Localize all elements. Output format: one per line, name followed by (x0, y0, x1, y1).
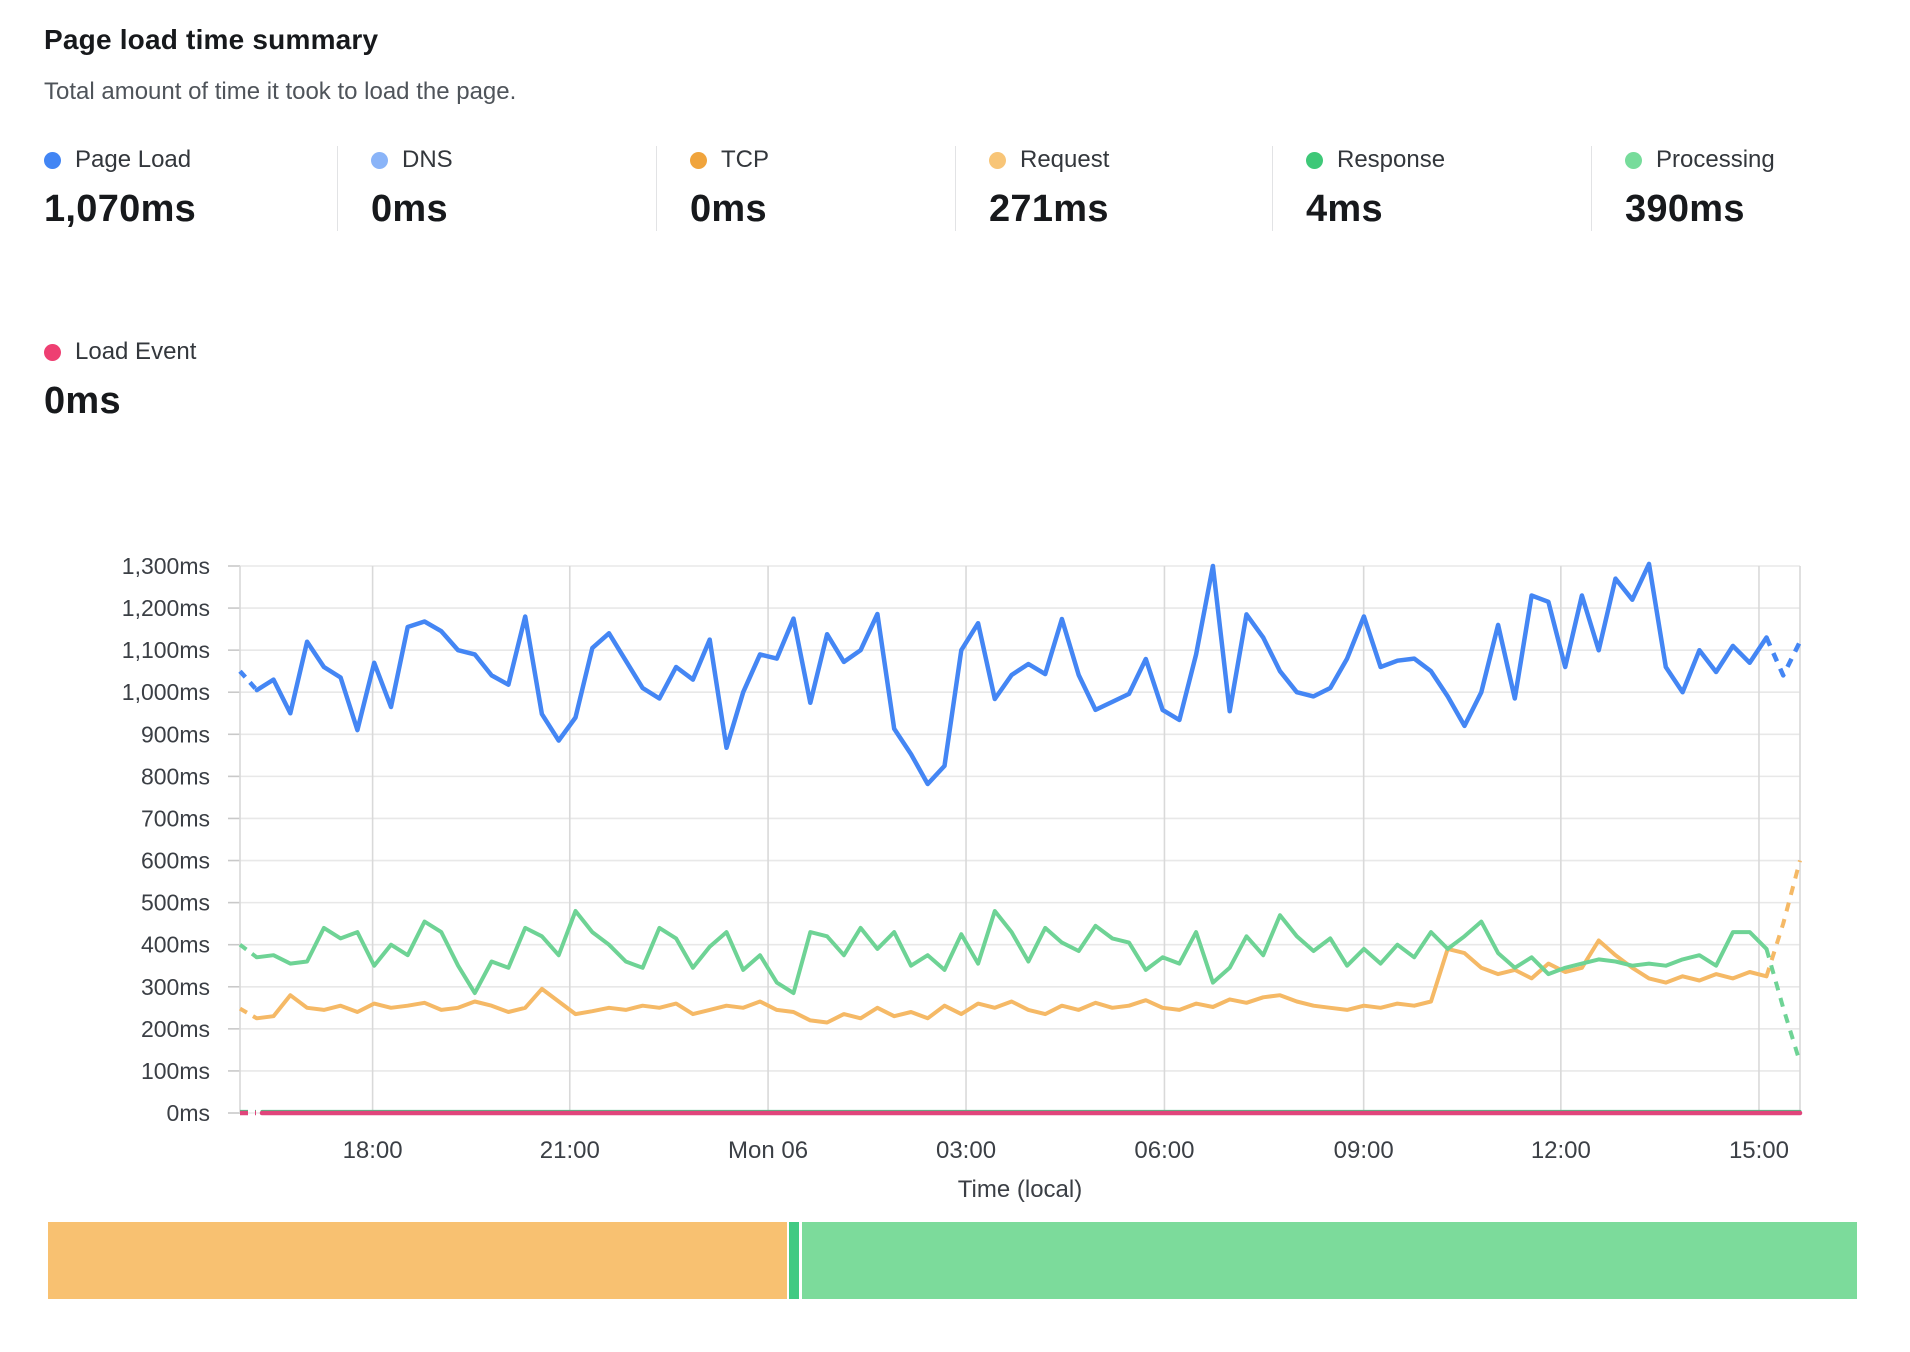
metric-value: 0ms (690, 188, 767, 230)
svg-text:03:00: 03:00 (936, 1137, 996, 1164)
svg-text:12:00: 12:00 (1531, 1137, 1591, 1164)
svg-text:18:00: 18:00 (343, 1137, 403, 1164)
metric-response[interactable]: Response 4ms (1272, 146, 1591, 231)
svg-text:09:00: 09:00 (1334, 1137, 1394, 1164)
metric-tcp[interactable]: TCP 0ms (656, 146, 955, 231)
divider-span[interactable] (789, 1222, 799, 1299)
svg-text:21:00: 21:00 (540, 1137, 600, 1164)
svg-text:200ms: 200ms (141, 1016, 210, 1042)
legend-dot-icon (44, 151, 61, 169)
legend-dot-icon (690, 151, 707, 169)
panel-header: Page load time summary Total amount of t… (44, 24, 516, 106)
metric-label: Load Event (75, 338, 197, 365)
metric-label: Processing (1656, 146, 1775, 173)
svg-text:06:00: 06:00 (1134, 1137, 1194, 1164)
metric-value: 1,070ms (44, 188, 197, 230)
metric-value: 271ms (989, 188, 1109, 230)
metric-value: 0ms (44, 380, 121, 422)
svg-text:1,200ms: 1,200ms (122, 595, 210, 621)
metric-value: 390ms (1625, 188, 1745, 230)
legend-dot-icon (1306, 151, 1323, 169)
metric-label: TCP (721, 146, 769, 173)
svg-text:600ms: 600ms (141, 848, 210, 874)
load-event-dot-icon (44, 343, 61, 361)
svg-text:400ms: 400ms (141, 932, 210, 958)
svg-text:Mon 06: Mon 06 (728, 1137, 808, 1164)
gap (799, 1222, 802, 1299)
line-chart-svg[interactable]: 0ms 100ms 200ms 300ms 400ms 500ms 600ms 700ms 80… (0, 440, 1910, 1220)
svg-text:800ms: 800ms (141, 763, 210, 789)
metric-label: Page Load (75, 146, 192, 173)
legend-dot-icon (371, 151, 388, 169)
metric-processing[interactable]: Processing 390ms (1591, 146, 1876, 231)
legend-dot-icon (1625, 151, 1642, 169)
page-title: Page load time summary (44, 24, 379, 55)
svg-text:500ms: 500ms (141, 890, 210, 916)
svg-text:15:00: 15:00 (1729, 1137, 1789, 1164)
svg-text:700ms: 700ms (141, 805, 210, 831)
metric-value: 0ms (371, 188, 448, 230)
metric-label: DNS (402, 146, 453, 173)
metric-label: Request (1020, 146, 1110, 173)
metric-label: Response (1337, 146, 1446, 173)
svg-text:Time (local): Time (local) (958, 1176, 1082, 1203)
svg-text:0ms: 0ms (167, 1100, 210, 1126)
svg-text:300ms: 300ms (141, 974, 210, 1000)
svg-text:900ms: 900ms (141, 721, 210, 747)
request-span[interactable] (48, 1222, 787, 1299)
metrics-row: Page Load 1,070ms DNS 0ms TCP 0ms Request 271ms… (44, 146, 1876, 231)
metric-dns[interactable]: DNS 0ms (337, 146, 656, 231)
waterfall-bar[interactable] (48, 1222, 1857, 1299)
page-load-time-chart[interactable]: 0ms 100ms 200ms 300ms 400ms 500ms 600ms 700ms 80… (0, 440, 1910, 1220)
legend-dot-icon (989, 151, 1006, 169)
metric-load-event[interactable]: Load Event 0ms (44, 338, 196, 423)
metric-request[interactable]: Request 271ms (955, 146, 1272, 231)
svg-text:1,100ms: 1,100ms (122, 637, 210, 663)
response-span[interactable] (802, 1222, 1857, 1299)
gap (787, 1222, 789, 1299)
page-subtitle: Total amount of time it took to load the… (44, 78, 517, 105)
svg-text:1,000ms: 1,000ms (122, 679, 210, 705)
svg-text:1,300ms: 1,300ms (122, 553, 210, 579)
metric-value: 4ms (1306, 188, 1383, 230)
svg-text:100ms: 100ms (141, 1058, 210, 1084)
metric-page-load[interactable]: Page Load 1,070ms (44, 146, 337, 231)
